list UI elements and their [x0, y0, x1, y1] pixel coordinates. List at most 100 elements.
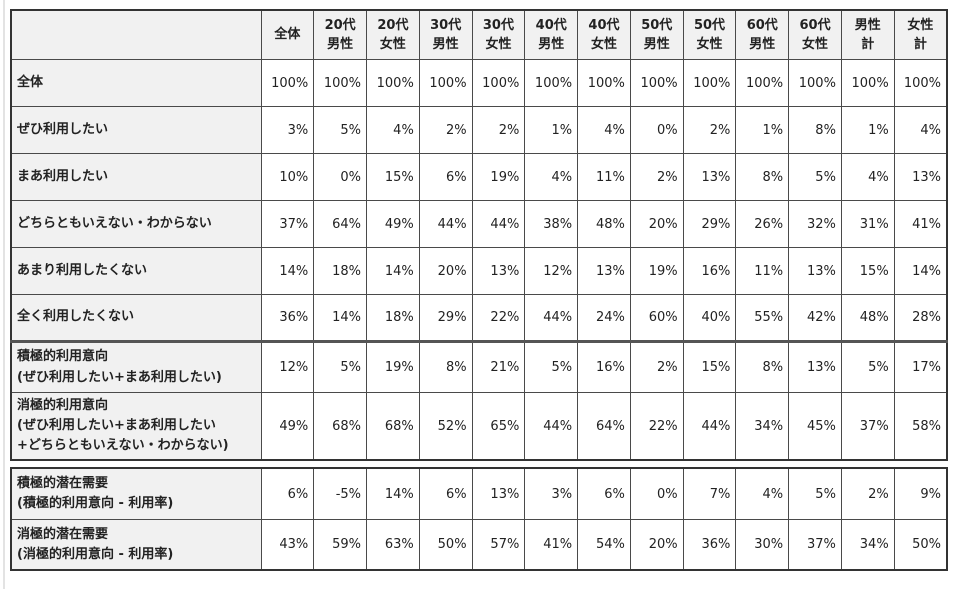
value-cell: 37%: [260, 200, 315, 248]
value-cell: 2%: [629, 340, 684, 393]
page-left-edge-line: [3, 0, 5, 589]
value-cell: 48%: [840, 294, 895, 342]
value-cell: 60%: [629, 294, 684, 342]
value-cell: 14%: [366, 247, 420, 295]
value-cell: 15%: [366, 153, 420, 201]
column-header: 30代 女性: [471, 9, 526, 60]
value-cell: 5%: [840, 340, 895, 393]
row-label: ぜひ利用したい: [10, 106, 262, 154]
value-cell: 8%: [735, 153, 790, 201]
value-cell: 5%: [788, 153, 842, 201]
value-cell: 5%: [313, 106, 368, 154]
value-cell: 28%: [893, 294, 948, 342]
value-cell: 19%: [366, 340, 420, 393]
value-cell: 11%: [577, 153, 631, 201]
row-label: あまり利用したくない: [10, 247, 262, 295]
value-cell: 15%: [682, 340, 737, 393]
value-cell: 40%: [682, 294, 737, 342]
value-cell: 22%: [471, 294, 526, 342]
column-header: 30代 男性: [418, 9, 473, 60]
value-cell: 100%: [418, 59, 473, 107]
value-cell: 44%: [471, 200, 526, 248]
value-cell: 63%: [366, 518, 420, 571]
value-cell: 0%: [629, 106, 684, 154]
value-cell: 6%: [577, 467, 631, 520]
value-cell: -5%: [313, 467, 368, 520]
value-cell: 14%: [893, 247, 948, 295]
column-header: 男性 計: [840, 9, 895, 60]
value-cell: 13%: [471, 247, 526, 295]
value-cell: 5%: [788, 467, 842, 520]
value-cell: 5%: [524, 340, 579, 393]
table-row: あまり利用したくない 14% 18% 14% 20% 13% 12% 13% 19% 16% 11%…: [10, 247, 948, 295]
value-cell: 31%: [840, 200, 895, 248]
value-cell: 6%: [418, 153, 473, 201]
value-cell: 52%: [418, 392, 473, 461]
value-cell: 68%: [313, 392, 368, 461]
value-cell: 13%: [682, 153, 737, 201]
value-cell: 100%: [524, 59, 579, 107]
value-cell: 4%: [840, 153, 895, 201]
value-cell: 17%: [893, 340, 948, 393]
column-header: 20代 女性: [366, 9, 420, 60]
value-cell: 13%: [788, 247, 842, 295]
value-cell: 59%: [313, 518, 368, 571]
value-cell: 1%: [840, 106, 895, 154]
value-cell: 18%: [313, 247, 368, 295]
value-cell: 10%: [260, 153, 315, 201]
row-label: どちらともいえない・わからない: [10, 200, 262, 248]
value-cell: 44%: [418, 200, 473, 248]
table-row: 消極的潜在需要 (消極的利用意向 - 利用率) 43% 59% 63% 50% 57% 41…: [10, 518, 948, 571]
value-cell: 14%: [260, 247, 315, 295]
value-cell: 100%: [629, 59, 684, 107]
value-cell: 20%: [629, 518, 684, 571]
corner-cell: [10, 9, 262, 60]
value-cell: 43%: [260, 518, 315, 571]
row-label: 消極的潜在需要 (消極的利用意向 - 利用率): [10, 518, 262, 571]
value-cell: 2%: [471, 106, 526, 154]
column-header: 40代 男性: [524, 9, 579, 60]
value-cell: 8%: [735, 340, 790, 393]
latent-demand-table: 積極的潜在需要 (積極的利用意向 - 利用率) 6% -5% 14% 6% 13% 3% 6%…: [10, 467, 948, 572]
value-cell: 36%: [682, 518, 737, 571]
value-cell: 54%: [577, 518, 631, 571]
value-cell: 64%: [313, 200, 368, 248]
value-cell: 8%: [788, 106, 842, 154]
value-cell: 57%: [471, 518, 526, 571]
value-cell: 1%: [524, 106, 579, 154]
value-cell: 4%: [366, 106, 420, 154]
value-cell: 42%: [788, 294, 842, 342]
value-cell: 1%: [735, 106, 790, 154]
value-cell: 100%: [366, 59, 420, 107]
value-cell: 19%: [471, 153, 526, 201]
row-label: 全く利用したくない: [10, 294, 262, 342]
row-label: まあ利用したい: [10, 153, 262, 201]
value-cell: 26%: [735, 200, 790, 248]
value-cell: 4%: [735, 467, 790, 520]
column-header: 50代 女性: [682, 9, 737, 60]
value-cell: 19%: [629, 247, 684, 295]
value-cell: 24%: [577, 294, 631, 342]
value-cell: 50%: [418, 518, 473, 571]
value-cell: 13%: [471, 467, 526, 520]
value-cell: 4%: [524, 153, 579, 201]
table-row: どちらともいえない・わからない 37% 64% 49% 44% 44% 38% 48% 20% 2…: [10, 200, 948, 248]
value-cell: 2%: [682, 106, 737, 154]
value-cell: 3%: [524, 467, 579, 520]
value-cell: 4%: [893, 106, 948, 154]
header-row: 全体 20代 男性 20代 女性 30代 男性 30代 女性 40代 男性 40代 女性 50…: [10, 9, 948, 60]
value-cell: 100%: [577, 59, 631, 107]
value-cell: 29%: [682, 200, 737, 248]
value-cell: 37%: [840, 392, 895, 461]
value-cell: 32%: [788, 200, 842, 248]
value-cell: 5%: [313, 340, 368, 393]
column-header: 50代 男性: [629, 9, 684, 60]
value-cell: 44%: [682, 392, 737, 461]
value-cell: 6%: [418, 467, 473, 520]
value-cell: 30%: [735, 518, 790, 571]
value-cell: 8%: [418, 340, 473, 393]
value-cell: 3%: [260, 106, 315, 154]
table-row: まあ利用したい 10% 0% 15% 6% 19% 4% 11% 2% 13% 8% 5% 4% 13%: [10, 153, 948, 201]
table-row: 積極的利用意向 (ぜひ利用したい+まあ利用したい) 12% 5% 19% 8% 21% 5%…: [10, 340, 948, 393]
value-cell: 14%: [313, 294, 368, 342]
